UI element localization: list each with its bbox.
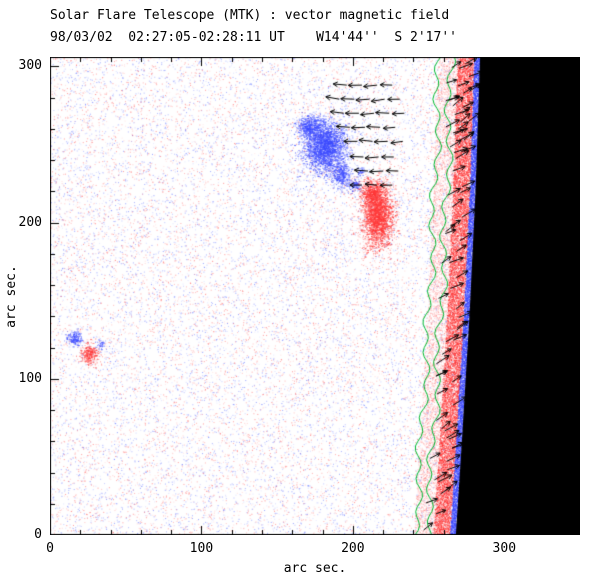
x-axis-label: arc sec. bbox=[283, 561, 347, 576]
y-tick-label-300: 300 bbox=[18, 58, 42, 74]
x-tick-label-100: 100 bbox=[189, 541, 214, 556]
y-axis-label-wrap: arc sec. bbox=[2, 57, 20, 535]
plot-subtitle: 98/03/02 02:27:05-02:28:11 UT W14'44'' S… bbox=[50, 30, 457, 45]
magnetogram-plot-area bbox=[50, 57, 580, 535]
y-tick-label-200: 200 bbox=[18, 214, 42, 230]
y-tick-label-100: 100 bbox=[18, 370, 42, 386]
x-tick-label-0: 0 bbox=[46, 541, 54, 556]
y-axis-label: arc sec. bbox=[3, 264, 19, 328]
x-tick-label-300: 300 bbox=[492, 541, 517, 556]
plot-title: Solar Flare Telescope (MTK) : vector mag… bbox=[50, 8, 450, 23]
x-tick-label-200: 200 bbox=[341, 541, 365, 556]
y-tick-label-0: 0 bbox=[34, 527, 42, 542]
